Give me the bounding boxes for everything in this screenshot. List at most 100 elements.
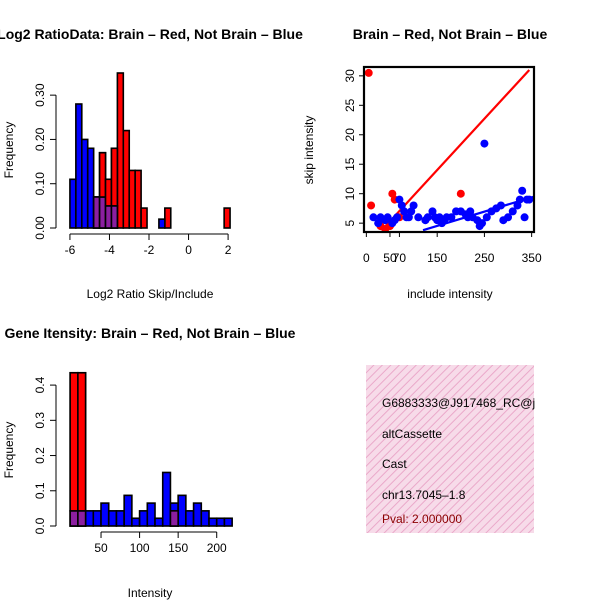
info-panel-background (366, 365, 534, 533)
ratio-bar-brain (140, 207, 148, 229)
scatter-fit-line-brain (382, 69, 531, 230)
intensity-bar-not-brain (154, 517, 164, 527)
scatter-point-not-brain (383, 213, 392, 222)
intensity-bar-not-brain (161, 471, 172, 527)
ratio-xtick-label: -4 (104, 243, 115, 257)
scatter-point-not-brain (414, 213, 423, 222)
ratio-bar-not-brain (80, 138, 89, 229)
intensity-bar-not-brain (84, 510, 95, 527)
scatter-ytick-label: 20 (343, 128, 357, 142)
scatter-point-brain (367, 201, 376, 210)
scatter-xtick-label: 250 (474, 251, 494, 265)
scatter-point-brain (364, 68, 373, 77)
ratio-bar-brain (110, 147, 119, 207)
ratio-bar-not-brain (69, 178, 77, 229)
intensity-bar-not-brain (100, 502, 110, 527)
intensity-bar-overlap (77, 510, 87, 527)
ratio-bar-brain (116, 72, 125, 229)
scatter-point-not-brain (508, 207, 517, 216)
ratio-bar-brain (98, 151, 107, 198)
scatter-point-not-brain (520, 213, 529, 222)
intensity-xtick-label: 200 (207, 541, 227, 555)
info-event-type: altCassette (382, 427, 442, 441)
scatter-xtick-label: 150 (427, 251, 447, 265)
scatter-point-not-brain (518, 186, 527, 195)
intensity-bar-not-brain (215, 517, 226, 527)
ratio-bar-brain (128, 169, 136, 229)
scatter-ytick-label: 5 (343, 220, 357, 227)
ratio-bar-not-brain (86, 147, 95, 229)
scatter-point-not-brain (369, 213, 378, 222)
intensity-histogram-title: Gene Itensity: Brain – Red, Not Brain – … (5, 325, 296, 341)
ratio-bar-brain (104, 178, 113, 207)
scatter-point-not-brain (504, 213, 513, 222)
intensity-bar-not-brain (185, 510, 195, 527)
scatter-title: Brain – Red, Not Brain – Blue (353, 26, 548, 42)
intensity-bar-not-brain (146, 502, 156, 527)
ratio-histogram-title: Log2 RatioData: Brain – Red, Not Brain –… (0, 26, 303, 42)
intensity-bar-overlap (69, 510, 79, 527)
info-pval: Pval: 2.000000 (382, 512, 462, 526)
scatter-ytick-label: 10 (343, 187, 357, 201)
scatter-ytick-label: 15 (343, 157, 357, 171)
ratio-ytick-label: 0.30 (33, 83, 47, 107)
scatter-point-not-brain (482, 213, 491, 222)
intensity-ytick-label: 0.1 (33, 482, 47, 499)
intensity-bar-not-brain (177, 494, 187, 527)
intensity-bar-not-brain (138, 510, 149, 527)
intensity-ytick-label: 0.0 (33, 517, 47, 534)
intensity-bar-not-brain (208, 517, 218, 527)
scatter-point-not-brain (480, 139, 489, 148)
scatter-xtick-label: 350 (522, 251, 542, 265)
scatter-ylabel: skip intensity (302, 116, 316, 185)
intensity-scatter: Brain – Red, Not Brain – Blue 5 10 15 20 25 3… (302, 26, 547, 301)
intensity-bar-not-brain (131, 517, 141, 527)
intensity-bar-not-brain (107, 510, 118, 527)
scatter-point-not-brain (478, 219, 487, 228)
ratio-histogram-ylabel: Frequency (2, 122, 16, 179)
ratio-bar-brain (122, 129, 131, 229)
ratio-ytick-label: 0.00 (33, 216, 47, 240)
ratio-bar-overlap (98, 196, 107, 229)
ratio-histogram: Log2 RatioData: Brain – Red, Not Brain –… (0, 26, 303, 301)
scatter-ytick-label: 30 (343, 69, 357, 83)
intensity-bar-overlap (169, 510, 179, 527)
intensity-xtick-label: 150 (168, 541, 188, 555)
ratio-bar-overlap (110, 205, 119, 229)
info-gene-id: G6883333@J917468_RC@j (382, 396, 535, 410)
intensity-histogram-xlabel: Intensity (128, 586, 173, 600)
intensity-bar-not-brain (192, 502, 203, 527)
ratio-ytick-label: 0.20 (33, 127, 47, 151)
scatter-point-not-brain (393, 213, 402, 222)
intensity-bar-brain (69, 371, 79, 512)
ratio-bar-not-brain (75, 103, 83, 229)
scatter-point-not-brain (447, 213, 456, 222)
intensity-bar-not-brain (200, 510, 210, 527)
ratio-ytick-label: 0.10 (33, 172, 47, 196)
scatter-fit-line-not-brain (422, 195, 534, 232)
ratio-bar-brain (134, 169, 142, 229)
scatter-point-not-brain (423, 213, 432, 222)
ratio-bar-brain (223, 207, 231, 229)
scatter-point-brain (456, 189, 465, 198)
ratio-xtick-label: 2 (225, 243, 232, 257)
scatter-point-not-brain (409, 201, 418, 210)
intensity-histogram: Gene Itensity: Brain – Red, Not Brain – … (2, 325, 296, 600)
intensity-ytick-label: 0.2 (33, 447, 47, 464)
ratio-xtick-label: -6 (65, 243, 76, 257)
ratio-histogram-xlabel: Log2 Ratio Skip/Include (87, 287, 214, 301)
ratio-bar-overlap (92, 196, 101, 229)
intensity-bar-not-brain (92, 510, 102, 527)
ratio-bar-brain (164, 207, 172, 229)
scatter-xtick-label: 50 (383, 251, 397, 265)
intensity-bar-brain (77, 371, 87, 512)
intensity-xtick-label: 50 (94, 541, 108, 555)
scatter-xtick-label: 70 (393, 251, 407, 265)
intensity-histogram-ylabel: Frequency (2, 422, 16, 479)
info-panel: G6883333@J917468_RC@j altCassette Cast c… (366, 365, 535, 533)
ratio-bar-overlap (104, 205, 113, 229)
intensity-ytick-label: 0.4 (33, 376, 47, 393)
intensity-bar-not-brain (123, 494, 133, 527)
intensity-bar-not-brain (223, 517, 233, 527)
